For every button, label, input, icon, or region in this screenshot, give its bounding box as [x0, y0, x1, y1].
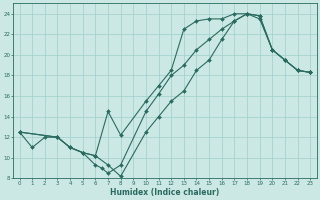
X-axis label: Humidex (Indice chaleur): Humidex (Indice chaleur) [110, 188, 220, 197]
